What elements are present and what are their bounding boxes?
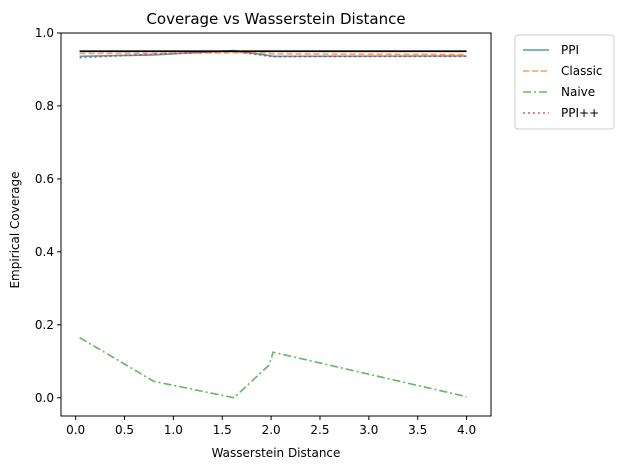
x-tick-label: 0.0 (66, 423, 85, 437)
series-line-ppiplusplus (79, 50, 467, 59)
legend-label: PPI (561, 43, 579, 57)
x-tick-label: 3.5 (408, 423, 427, 437)
legend-label: Classic (561, 64, 603, 78)
series-layer (79, 49, 467, 399)
x-tick-label: 2.0 (262, 423, 281, 437)
y-tick-label: 0.0 (35, 391, 54, 405)
y-tick-label: 1.0 (35, 26, 54, 40)
series-line-classic (79, 51, 467, 56)
x-tick-label: 2.5 (310, 423, 329, 437)
x-tick-label: 3.0 (359, 423, 378, 437)
y-tick-label: 0.8 (35, 99, 54, 113)
series-line-naive (79, 336, 467, 399)
y-tick-label: 0.4 (35, 245, 54, 259)
legend-frame (514, 34, 615, 130)
plot-frame (60, 32, 492, 417)
y-tick-label: 0.6 (35, 172, 54, 186)
legend-label: PPI++ (561, 106, 599, 120)
legend-label: Naive (561, 85, 595, 99)
y-tick-label: 0.2 (35, 318, 54, 332)
x-axis-label: Wasserstein Distance (212, 446, 341, 460)
x-tick-label: 1.5 (213, 423, 232, 437)
legend: PPI Classic Naive PPI++ (514, 34, 615, 130)
axes-layer: 0.0 0.5 1.0 1.5 2.0 2.5 3.0 3.5 4.0 0.0 0.2 0.4 0.6 0… (35, 26, 492, 437)
x-tick-label: 4.0 (457, 423, 476, 437)
chart-title: Coverage vs Wasserstein Distance (146, 10, 405, 28)
x-tick-label: 0.5 (115, 423, 134, 437)
x-tick-label: 1.0 (164, 423, 183, 437)
y-axis-label: Empirical Coverage (8, 171, 22, 288)
